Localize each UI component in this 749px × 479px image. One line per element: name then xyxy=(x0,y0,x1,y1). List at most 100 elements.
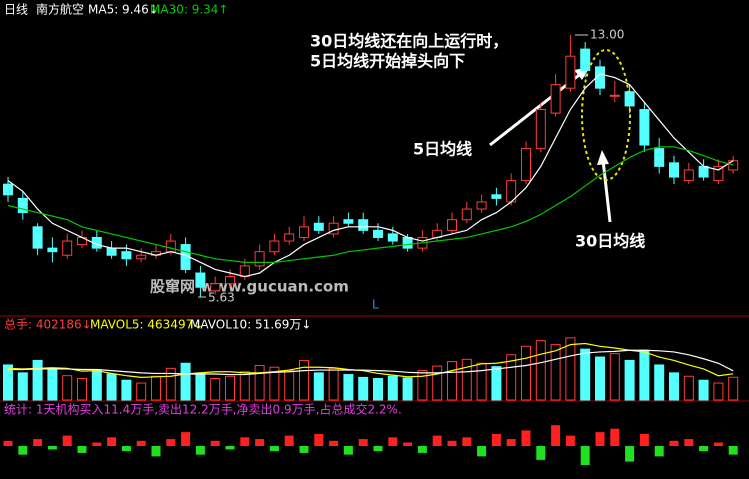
volume-bar xyxy=(432,365,443,401)
moving-average xyxy=(7,146,734,263)
annotation: 30日均线还在向上运行时， xyxy=(310,32,508,51)
candle-body xyxy=(550,84,561,114)
annotation: 5日均线 xyxy=(413,140,472,159)
flow-bar xyxy=(506,439,516,446)
volume-bar xyxy=(239,371,250,401)
flow-bar xyxy=(625,446,635,462)
flow-bar xyxy=(477,446,487,457)
volume-bar xyxy=(299,359,309,401)
candle-body xyxy=(254,251,265,267)
mavol10: MAVOL10: 51.69万↓ xyxy=(190,318,311,332)
flow-bar xyxy=(551,425,561,446)
flow-bar xyxy=(343,446,353,455)
candle-body xyxy=(713,165,724,182)
flow-bar xyxy=(18,446,28,455)
volume-bar xyxy=(491,366,502,401)
flow-bar xyxy=(728,446,738,455)
stats-title: 统计: 1天机构买入11.4万手,卖出12.2万手,净卖出0.9万手,占总成交2… xyxy=(4,402,402,417)
candle-body xyxy=(121,251,132,260)
volume-bar xyxy=(476,362,487,401)
candle-body xyxy=(210,283,221,292)
flow-bar xyxy=(240,437,250,446)
flow-bar xyxy=(358,439,368,446)
volume-bar xyxy=(32,359,43,401)
flow-bar xyxy=(713,442,723,446)
flow-bar xyxy=(151,446,161,457)
candle-body xyxy=(225,276,235,285)
candle-body xyxy=(343,219,354,224)
volume-bar xyxy=(225,375,235,401)
candle-body xyxy=(239,265,250,278)
arrow xyxy=(601,159,612,223)
candle-body xyxy=(565,55,576,89)
candle-body xyxy=(358,219,369,231)
volume-bar xyxy=(402,377,413,401)
candle-body xyxy=(609,94,620,97)
candle-body xyxy=(387,233,398,242)
flow-bar xyxy=(491,433,501,446)
volume-bar xyxy=(535,340,546,401)
volume-bar xyxy=(669,372,679,401)
candle-body xyxy=(654,148,665,167)
period: 日线 xyxy=(4,3,28,17)
candle-body xyxy=(624,91,635,107)
volume-bar xyxy=(358,376,369,401)
flow-bar xyxy=(639,433,649,446)
flow-bar xyxy=(388,437,398,446)
flow-bar xyxy=(654,446,664,457)
flow-bar xyxy=(462,437,472,446)
volume-bar xyxy=(461,358,472,401)
volume-bar xyxy=(387,375,398,401)
flow-bar xyxy=(329,440,339,446)
candle-body xyxy=(195,272,206,288)
volume-bar xyxy=(417,370,428,401)
volume-bar xyxy=(210,378,221,401)
volume-bar xyxy=(624,359,635,401)
flow-bar xyxy=(47,446,57,450)
volume-total: 总手: 402186↓ xyxy=(4,318,92,332)
candle-body xyxy=(106,247,117,256)
candle-body xyxy=(521,148,531,182)
volume-bar xyxy=(313,372,324,401)
volume-bar xyxy=(550,344,561,401)
candle-body xyxy=(313,222,324,231)
marker: L xyxy=(372,298,379,312)
stock-name: 南方航空 xyxy=(36,2,84,17)
flow-bar xyxy=(684,439,694,446)
volume-bar xyxy=(77,378,87,401)
volume-bar xyxy=(595,356,605,401)
flow-bar xyxy=(92,442,102,446)
flow-bar xyxy=(195,446,205,455)
volume-bar xyxy=(447,361,457,401)
volume-bar xyxy=(180,362,191,401)
volume-bar xyxy=(609,353,620,401)
candle-body xyxy=(47,247,58,253)
candle-body xyxy=(17,197,28,214)
volume-bar xyxy=(106,373,117,401)
candle-body xyxy=(284,233,295,242)
volume-bar xyxy=(254,365,265,401)
volume-bar xyxy=(62,375,73,401)
flow-bar xyxy=(255,439,265,446)
volume-bar xyxy=(580,348,591,401)
candle-body xyxy=(3,183,13,196)
volume-bar xyxy=(136,382,147,401)
volume-bar xyxy=(639,349,650,401)
volume-bar xyxy=(121,379,132,401)
candle-body xyxy=(639,109,650,146)
volume-bar xyxy=(343,374,354,401)
volume-bar xyxy=(654,364,665,401)
candle-body xyxy=(580,48,591,71)
flow-bar xyxy=(284,435,294,446)
volume-bar xyxy=(728,376,739,401)
flow-bar xyxy=(536,446,546,460)
candle-body xyxy=(269,240,280,253)
volume-bar xyxy=(328,367,339,401)
moving-average xyxy=(7,73,734,278)
flow-bar xyxy=(181,432,191,446)
flow-bar xyxy=(62,435,72,446)
volume-average xyxy=(7,342,734,378)
flow-bar xyxy=(417,446,427,453)
